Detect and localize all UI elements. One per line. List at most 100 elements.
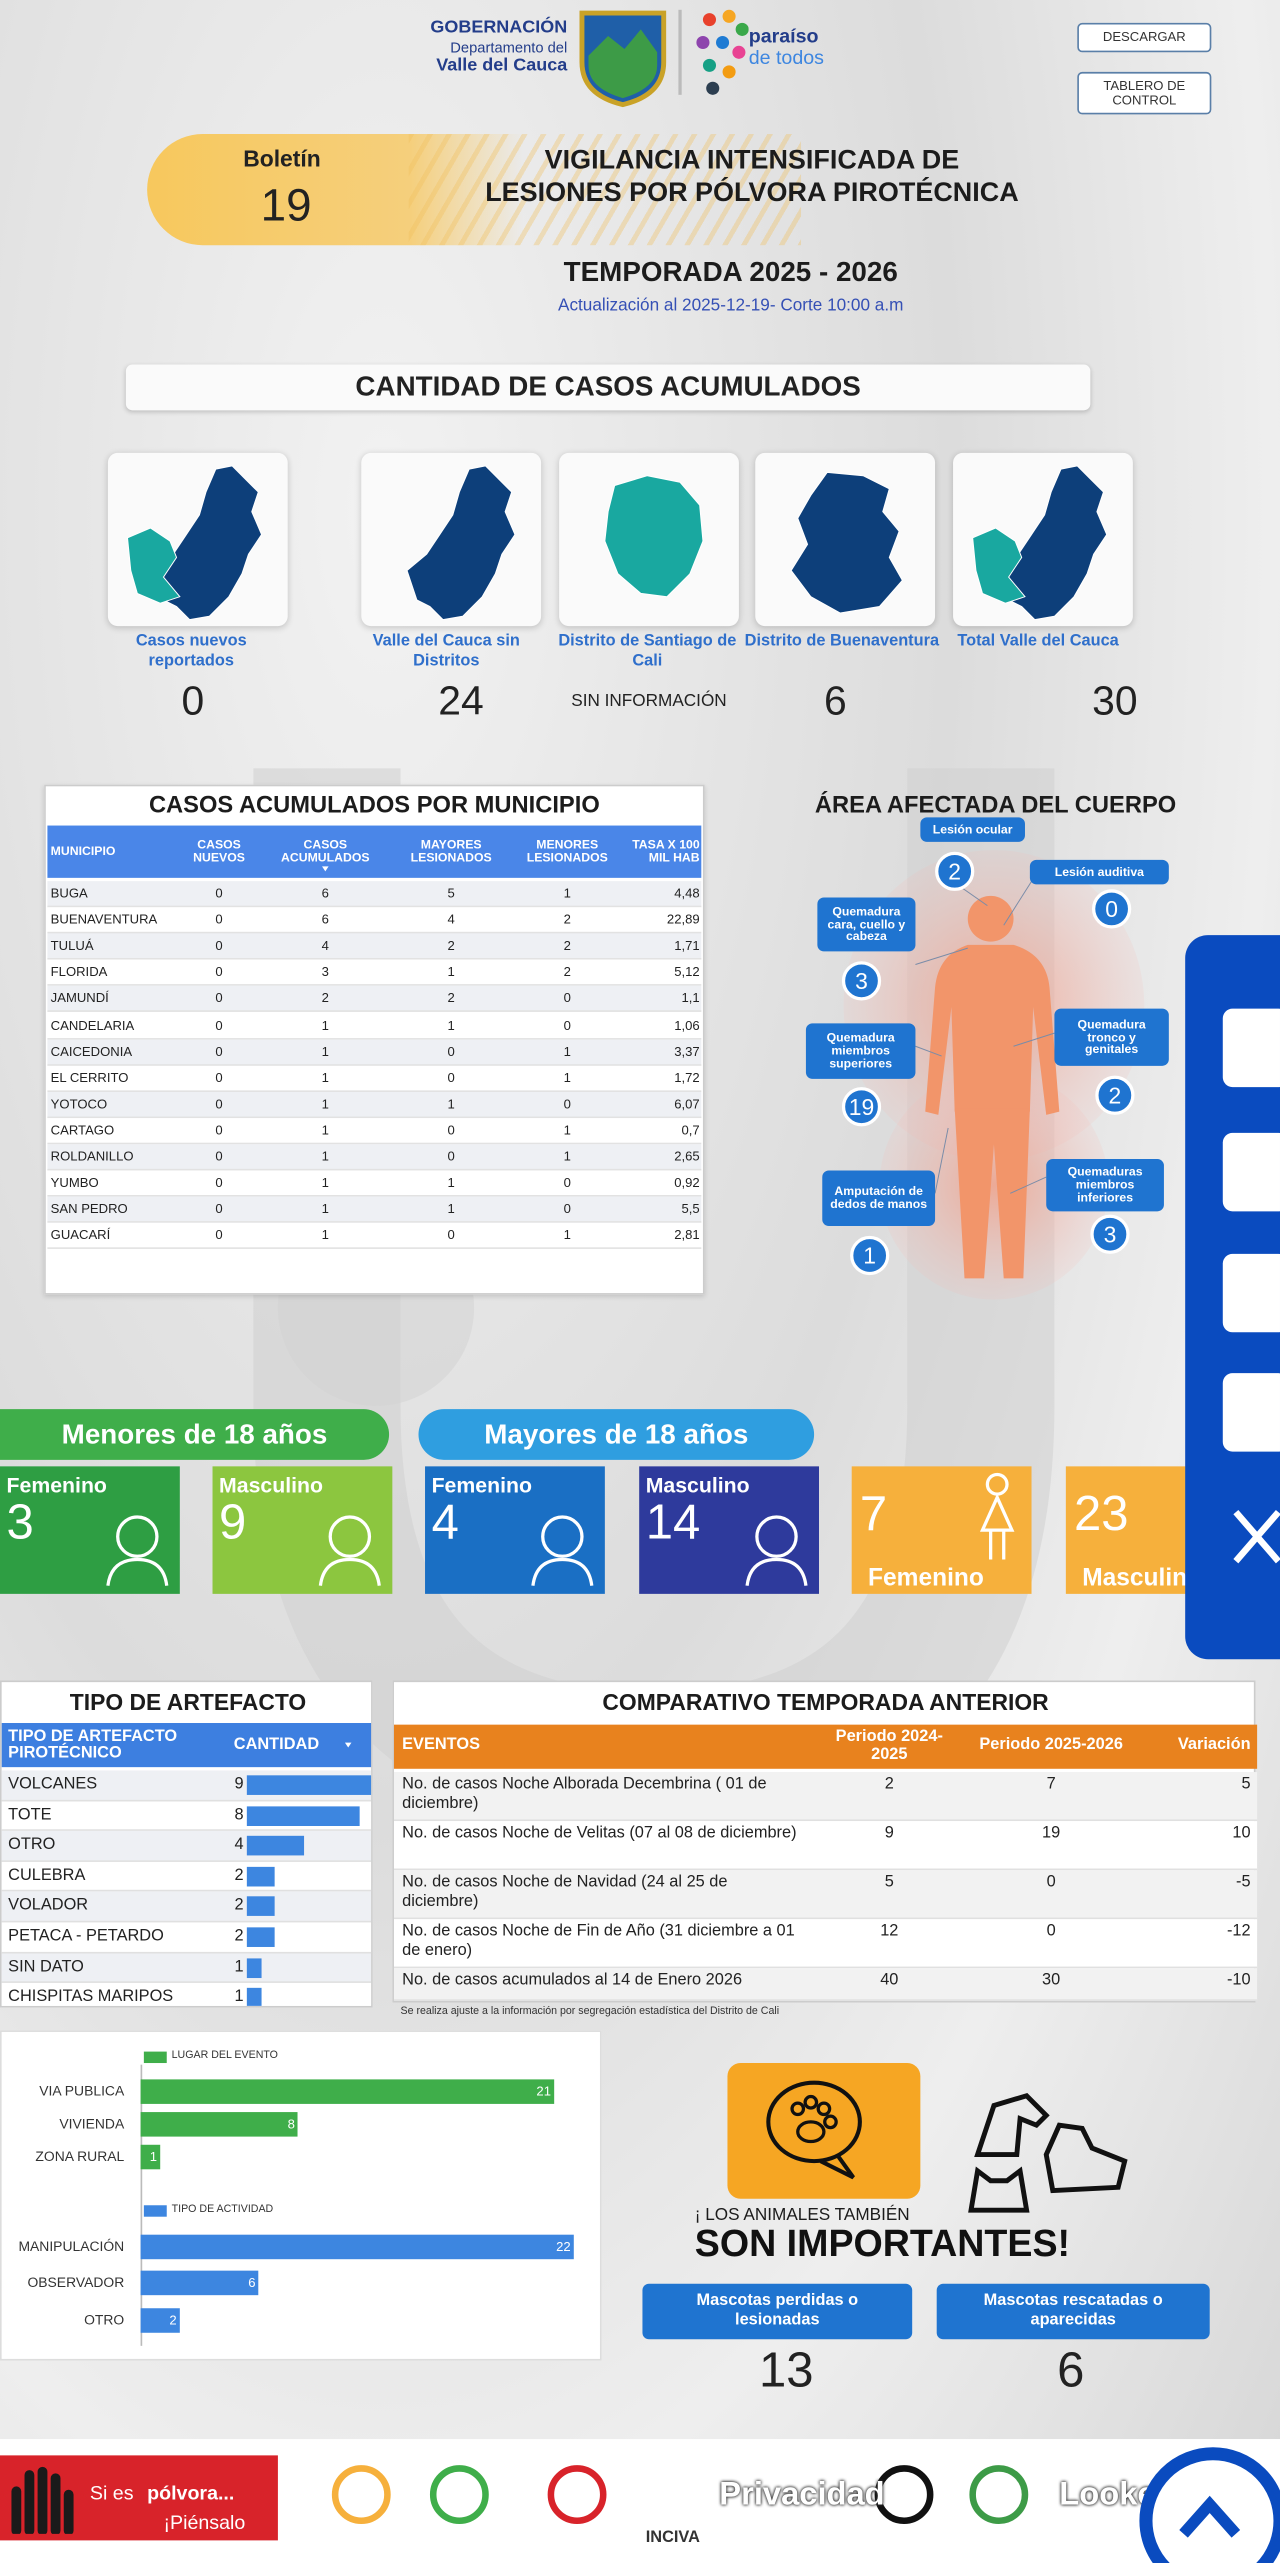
icon-head — [755, 1515, 798, 1558]
accessibility-option[interactable] — [1222, 1253, 1280, 1333]
category-label: OTRO — [84, 2311, 125, 2328]
icon-head — [328, 1515, 372, 1558]
pointer-line — [915, 947, 968, 965]
table-cell: 1,72 — [674, 1070, 700, 1085]
bulletin-label: Boletín — [243, 145, 321, 172]
artifact-label: PETACA - PETARDO — [8, 1927, 164, 1946]
table-cell: CAICEDONIA — [50, 1043, 133, 1059]
table-row — [47, 986, 702, 1013]
close — [1233, 1509, 1280, 1564]
partner-logo-text: INCIVA — [645, 2528, 700, 2547]
bar — [140, 2270, 259, 2296]
table-cell: 0 — [215, 1228, 223, 1243]
bar — [140, 2234, 574, 2260]
table-cell: 0 — [447, 1149, 455, 1164]
partner-logo — [874, 2465, 934, 2525]
part-label: Quemaduras miembros inferiores — [1046, 1159, 1164, 1212]
age-card-label: Femenino — [6, 1472, 107, 1498]
table-cell: 2 — [563, 964, 571, 980]
hand-icon — [11, 2466, 74, 2534]
card-label: Casos nuevos reportados — [135, 632, 247, 671]
divider — [678, 9, 682, 95]
artifact-row — [1, 1922, 372, 1953]
accessibility-option[interactable] — [1222, 1132, 1280, 1212]
table-cell: 1 — [321, 1122, 329, 1138]
horse — [974, 2092, 1050, 2158]
partner-logo — [429, 2465, 489, 2525]
table-cell: 2,81 — [674, 1228, 700, 1243]
table-cell: 2 — [447, 991, 455, 1007]
icon-head — [985, 1472, 1009, 1496]
artifact-bar — [246, 1836, 304, 1856]
artifact-row — [1, 1952, 372, 1984]
age-card — [425, 1466, 605, 1594]
title-line: LESIONES POR PÓLVORA PIROTÉCNICA — [485, 178, 1019, 208]
table-cell: 0 — [447, 1070, 455, 1085]
artifact-bar — [246, 1988, 261, 2006]
accessibility-option[interactable] — [1222, 1373, 1280, 1452]
comparison-row — [393, 1821, 1258, 1871]
table-cell: ROLDANILLO — [50, 1149, 134, 1164]
download-button[interactable]: DESCARGAR — [1077, 22, 1212, 53]
comparison-cell: No. de casos acumulados al 14 de Enero 2… — [402, 1971, 743, 1990]
pad — [796, 2120, 826, 2144]
table-cell: 1 — [321, 1017, 329, 1033]
table-cell: 6 — [321, 886, 329, 901]
legend-label: TIPO DE ACTIVIDAD — [171, 2203, 274, 2216]
part-value: 19 — [841, 1087, 882, 1127]
toe — [803, 2094, 819, 2110]
table-row — [47, 907, 702, 934]
table-cell: BUGA — [50, 886, 88, 901]
comparison-cell: -10 — [1226, 1971, 1251, 1990]
table-cell: 0 — [447, 1043, 455, 1059]
map — [406, 465, 516, 621]
person-icon — [318, 1515, 381, 1586]
part-value: 3 — [841, 961, 882, 1001]
table-cell: 0 — [563, 1201, 571, 1217]
comparison-cell: 0 — [1046, 1922, 1056, 1941]
category-label: VIA PUBLICA — [39, 2082, 125, 2100]
table-row — [47, 960, 702, 987]
table-row — [47, 1170, 702, 1197]
government-logo: GOBERNACIÓN Departamento del Valle del C… — [417, 18, 567, 76]
age-card-label: Masculino — [219, 1472, 323, 1498]
map-region — [153, 465, 263, 621]
bar — [140, 2112, 299, 2137]
highlight — [879, 1070, 1109, 1300]
table-cell: FLORIDA — [50, 964, 108, 980]
table-cell: 1 — [563, 1070, 571, 1085]
map — [790, 471, 903, 614]
bulletin-badge — [147, 134, 524, 246]
bulletin-number: 19 — [260, 179, 312, 231]
card-label: Valle del Cauca sin Distritos — [372, 632, 520, 671]
part-label: Quemadura tronco y genitales — [1054, 1008, 1169, 1066]
age-card-value: 4 — [431, 1495, 459, 1550]
artifact-row — [1, 1861, 372, 1893]
artifact-header-cell: TIPO DE ARTEFACTO PIROTÉCNICO — [8, 1727, 178, 1762]
table-cell: GUACARÍ — [50, 1228, 111, 1243]
age-card-value: 3 — [6, 1495, 34, 1550]
control-board-button[interactable]: TABLERO DE CONTROL — [1077, 71, 1212, 115]
table-cell: 1 — [563, 1043, 571, 1059]
table-title: CASOS ACUMULADOS POR MUNICIPIO — [148, 792, 600, 820]
table-row — [47, 1117, 702, 1145]
artifact-bar — [246, 1805, 361, 1826]
artifact-bar — [246, 1775, 372, 1795]
artifact-bar — [246, 1866, 276, 1887]
card-value: 30 — [1092, 678, 1138, 725]
table-cell: 5,12 — [674, 964, 700, 980]
artifact-row — [1, 1983, 372, 2006]
table-row — [47, 1223, 702, 1250]
accessibility-option[interactable] — [1222, 1008, 1280, 1088]
body-figure — [843, 850, 1145, 1300]
toe — [816, 2101, 832, 2117]
table-cell: 0 — [215, 1201, 223, 1217]
bar-value: 22 — [556, 2239, 571, 2255]
bar-value: 2 — [169, 2313, 177, 2328]
artifact-value: 1 — [234, 1957, 244, 1976]
table-cell: YUMBO — [50, 1175, 99, 1191]
artifact-bar — [246, 1896, 276, 1917]
privacy-link[interactable]: Privacidad — [719, 2476, 885, 2513]
table-cell: CARTAGO — [50, 1122, 115, 1138]
toe — [823, 2114, 838, 2130]
